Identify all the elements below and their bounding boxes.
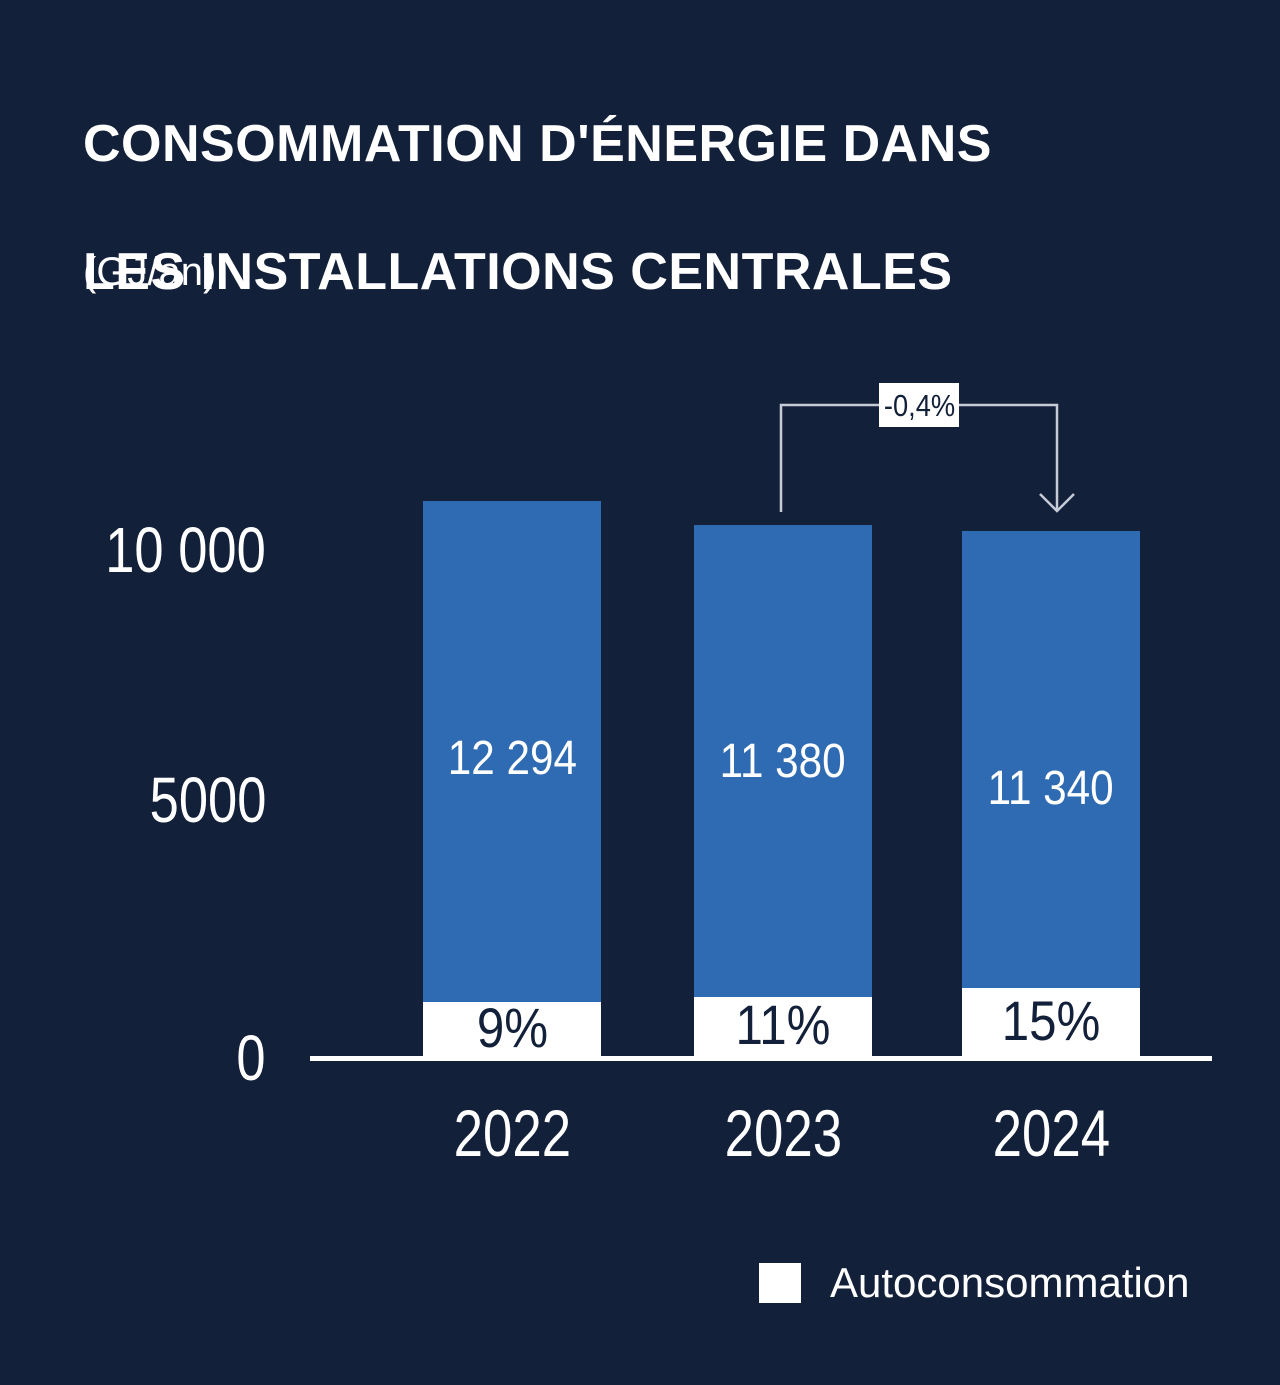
bar-2024-autoconsumption-pct: 15% (995, 988, 1107, 1052)
y-tick-5000: 5000 (0, 768, 266, 832)
legend-label-autoconsommation: Autoconsommation (830, 1259, 1190, 1306)
chart-title: CONSOMMATION D'ÉNERGIE DANS LES INSTALLA… (83, 112, 992, 304)
chart-title-line2: LES INSTALLATIONS CENTRALES (83, 243, 953, 301)
bar-2024-value: 11 340 (962, 765, 1140, 813)
bar-2023-autoconsumption-pct: 11% (729, 997, 837, 1053)
x-axis-line (310, 1056, 1212, 1061)
x-label-2022-text: 2022 (453, 1096, 571, 1170)
bar-2022-pct-text: 9% (476, 995, 548, 1059)
x-label-2023: 2023 (633, 1100, 933, 1166)
bar-2023-value: 11 380 (694, 738, 872, 786)
y-tick-0-text: 0 (236, 1022, 266, 1094)
legend: Autoconsommation (759, 1262, 1190, 1304)
x-label-2024: 2024 (901, 1100, 1201, 1166)
bar-2022-value: 12 294 (423, 735, 601, 783)
x-label-2022: 2022 (362, 1100, 662, 1166)
change-annotation-badge: -0,4% (879, 383, 959, 427)
bar-2022-autoconsumption-pct: 9% (472, 995, 553, 1059)
y-tick-10000: 10 000 (0, 518, 266, 582)
y-tick-10000-text: 10 000 (105, 514, 266, 586)
legend-swatch-white (759, 1263, 801, 1303)
x-label-2024-text: 2024 (992, 1096, 1110, 1170)
bar-2024-pct-text: 15% (1001, 988, 1101, 1052)
chart-title-line1: CONSOMMATION D'ÉNERGIE DANS (83, 115, 992, 173)
chart-unit-label: (GJ/an) (83, 250, 217, 294)
change-annotation-text: -0,4% (883, 387, 955, 423)
bar-2022-value-text: 12 294 (447, 732, 577, 785)
bar-2022-autoconsumption-segment: 9% (423, 995, 601, 1059)
x-label-2023-text: 2023 (724, 1096, 842, 1170)
bar-2023-autoconsumption-segment: 11% (694, 997, 872, 1057)
y-tick-0: 0 (0, 1026, 266, 1090)
bar-2023: 11 380 11% (694, 525, 872, 1057)
bar-2022: 12 294 9% (423, 501, 601, 1057)
y-tick-5000-text: 5000 (149, 764, 266, 836)
bar-2023-value-text: 11 380 (719, 735, 847, 788)
bar-2023-pct-text: 11% (735, 993, 831, 1056)
bar-2024-autoconsumption-segment: 15% (962, 988, 1140, 1057)
bar-2024-value-text: 11 340 (987, 762, 1115, 815)
bar-2024: 11 340 15% (962, 531, 1140, 1057)
